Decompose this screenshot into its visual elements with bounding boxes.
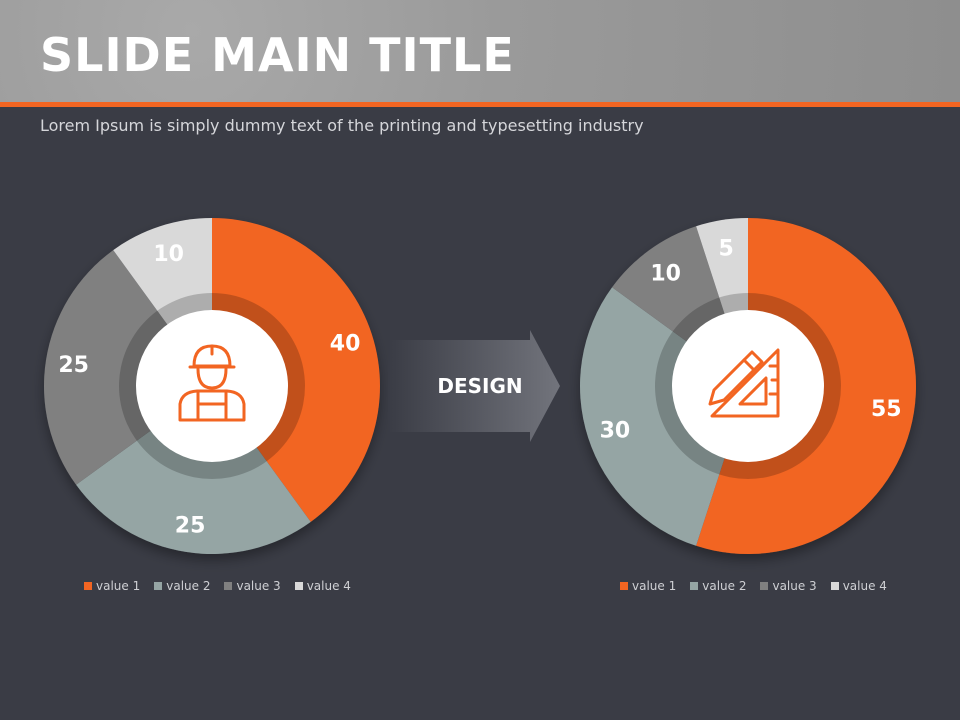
slide-subtitle: Lorem Ipsum is simply dummy text of the …: [40, 116, 644, 135]
legend-right-swatch-3: [760, 582, 769, 590]
legend-left-swatch-1: [84, 582, 92, 590]
pie-right-slice-2: [580, 287, 748, 546]
slide-title: SLIDE MAIN TITLE: [40, 28, 515, 82]
legend-left-item-3: value 3: [224, 579, 281, 593]
pie-right-label-1: 55: [871, 397, 902, 422]
pie-left-center: [136, 310, 288, 462]
legend-right-swatch-4: [830, 582, 839, 590]
legend-right-item-2: value 2: [690, 579, 746, 593]
pie-left-slice-1: [212, 218, 380, 522]
ruler-pencil-icon: [708, 348, 780, 418]
legend-right-item-4: value 4: [830, 579, 887, 593]
legend-right: value 1 value 2 value 3 value 4: [620, 579, 887, 593]
worker-icon: [178, 344, 246, 422]
pie-right-label-2: 30: [600, 418, 631, 443]
legend-right-label-1: value 1: [632, 579, 677, 593]
legend-left-item-4: value 4: [294, 579, 351, 593]
legend-right-label-4: value 4: [842, 579, 887, 593]
pie-left-slice-2: [76, 386, 311, 554]
legend-left-swatch-3: [224, 582, 233, 590]
legend-right-swatch-2: [690, 582, 699, 590]
legend-left-swatch-4: [294, 582, 303, 590]
pie-left-label-1: 40: [330, 332, 361, 357]
pie-left-label-3: 25: [58, 353, 89, 378]
pie-left-slice-3: [44, 250, 212, 485]
legend-right-item-3: value 3: [760, 579, 817, 593]
arrow-label: DESIGN: [437, 374, 522, 398]
legend-left: value 1 value 2 value 3 value 4: [84, 579, 351, 593]
header-accent-line: [0, 102, 960, 107]
pie-right-label-4: 5: [718, 237, 733, 262]
header-banner: [0, 0, 960, 102]
design-arrow: [388, 330, 560, 442]
legend-left-label-2: value 2: [166, 579, 211, 593]
legend-right-swatch-1: [620, 582, 628, 590]
pie-right-center: [672, 310, 824, 462]
legend-right-label-2: value 2: [702, 579, 747, 593]
legend-right-item-1: value 1: [620, 579, 676, 593]
pie-left-label-2: 25: [175, 513, 206, 538]
legend-left-swatch-2: [154, 582, 163, 590]
legend-left-label-3: value 3: [236, 579, 281, 593]
pie-right-label-3: 10: [650, 262, 681, 287]
legend-left-item-2: value 2: [154, 579, 210, 593]
legend-left-label-1: value 1: [96, 579, 141, 593]
pie-chart-right: [580, 218, 916, 554]
pie-right-labels: 55 30 10 5: [600, 237, 902, 444]
pie-left-labels: 40 25 25 10: [58, 242, 360, 538]
pie-left-label-4: 10: [153, 242, 184, 267]
legend-right-label-3: value 3: [772, 579, 817, 593]
legend-left-label-4: value 4: [306, 579, 351, 593]
legend-left-item-1: value 1: [84, 579, 140, 593]
